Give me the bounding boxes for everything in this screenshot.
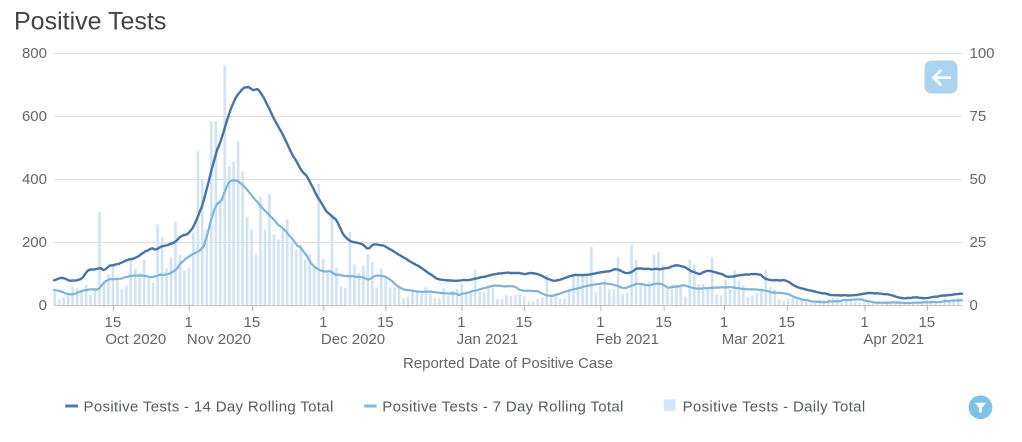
svg-text:Oct 2020: Oct 2020 xyxy=(105,331,166,348)
svg-text:1: 1 xyxy=(319,314,327,331)
svg-text:800: 800 xyxy=(22,45,47,62)
svg-text:1: 1 xyxy=(185,314,193,331)
svg-text:0: 0 xyxy=(39,297,47,314)
svg-text:600: 600 xyxy=(22,108,47,125)
svg-text:15: 15 xyxy=(655,314,672,331)
svg-text:1: 1 xyxy=(860,314,868,331)
svg-text:1: 1 xyxy=(457,314,465,331)
svg-text:Mar 2021: Mar 2021 xyxy=(722,331,785,348)
svg-text:15: 15 xyxy=(918,314,935,331)
svg-text:1: 1 xyxy=(596,314,604,331)
svg-text:Positive Tests - 14 Day Rollin: Positive Tests - 14 Day Rolling Total xyxy=(84,399,334,416)
svg-text:Jan 2021: Jan 2021 xyxy=(457,331,519,348)
svg-text:Reported Date of Positive Case: Reported Date of Positive Case xyxy=(403,355,613,372)
svg-text:Nov 2020: Nov 2020 xyxy=(187,331,251,348)
svg-text:25: 25 xyxy=(970,234,987,251)
svg-text:0: 0 xyxy=(970,297,978,314)
svg-text:15: 15 xyxy=(377,314,394,331)
svg-text:50: 50 xyxy=(970,171,987,188)
svg-text:15: 15 xyxy=(515,314,532,331)
svg-text:Positive Tests - Daily Total: Positive Tests - Daily Total xyxy=(683,399,866,416)
svg-text:100: 100 xyxy=(970,45,995,62)
svg-text:15: 15 xyxy=(105,314,122,331)
svg-text:15: 15 xyxy=(244,314,261,331)
svg-text:400: 400 xyxy=(22,171,47,188)
svg-text:1: 1 xyxy=(720,314,728,331)
svg-text:Dec 2020: Dec 2020 xyxy=(321,331,385,348)
svg-text:Feb 2021: Feb 2021 xyxy=(596,331,659,348)
svg-text:200: 200 xyxy=(22,234,47,251)
svg-text:15: 15 xyxy=(778,314,795,331)
svg-text:75: 75 xyxy=(970,108,987,125)
svg-text:Positive Tests - 7 Day Rolling: Positive Tests - 7 Day Rolling Total xyxy=(382,399,623,416)
svg-text:Positive Tests: Positive Tests xyxy=(14,8,166,36)
svg-text:Apr 2021: Apr 2021 xyxy=(863,331,924,348)
